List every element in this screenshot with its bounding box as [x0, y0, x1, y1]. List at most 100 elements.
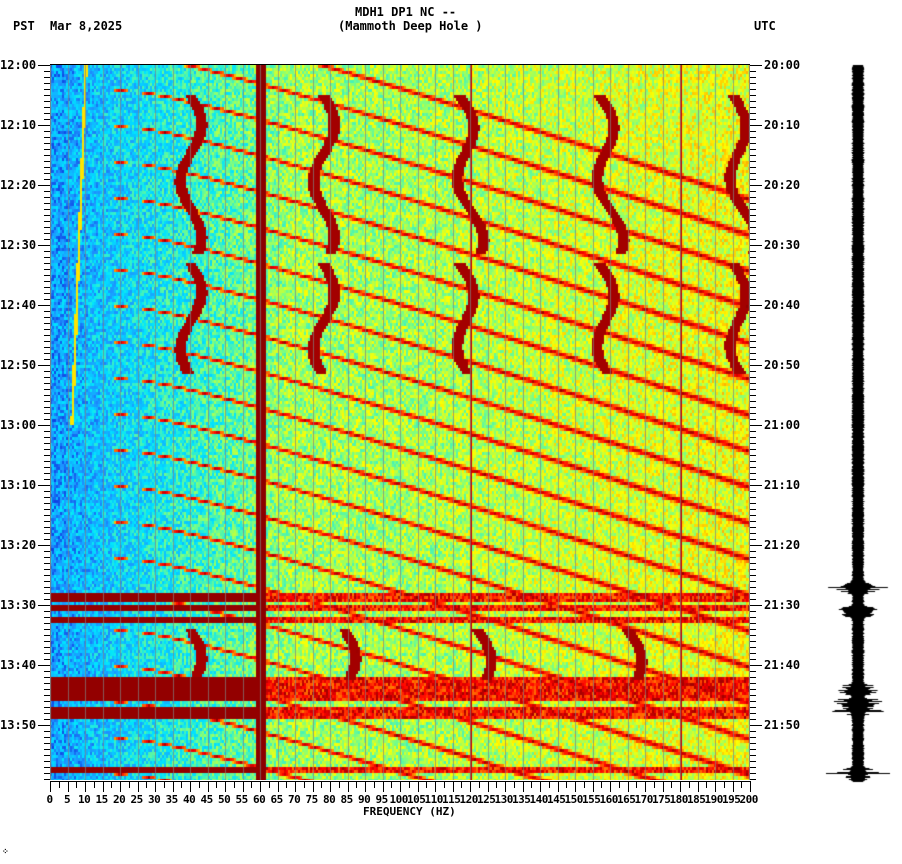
frequency-tick	[365, 781, 366, 792]
time-tick	[750, 131, 756, 132]
frequency-tick	[199, 781, 200, 788]
frequency-tick	[566, 781, 567, 788]
time-tick	[44, 317, 50, 318]
time-tick	[44, 653, 50, 654]
time-tick	[750, 713, 756, 714]
frequency-tick	[540, 781, 541, 792]
time-tick	[750, 497, 756, 498]
frequency-tick	[549, 781, 550, 788]
time-tick	[750, 533, 756, 534]
time-tick	[750, 305, 762, 306]
time-tick	[750, 437, 756, 438]
time-tick	[750, 173, 756, 174]
x-axis-label: FREQUENCY (HZ)	[363, 805, 456, 818]
time-tick	[38, 665, 50, 666]
time-tick	[44, 623, 50, 624]
frequency-label: 155	[582, 793, 601, 806]
time-tick	[44, 719, 50, 720]
frequency-label: 165	[617, 793, 636, 806]
frequency-tick	[426, 781, 427, 788]
frequency-tick	[488, 781, 489, 792]
time-tick	[750, 401, 756, 402]
time-tick	[44, 647, 50, 648]
time-tick	[750, 299, 756, 300]
time-tick	[750, 779, 756, 780]
time-tick	[44, 137, 50, 138]
frequency-tick	[435, 781, 436, 792]
frequency-tick	[671, 781, 672, 788]
time-tick	[750, 605, 762, 606]
time-tick	[750, 587, 756, 588]
time-tick	[750, 641, 756, 642]
time-tick	[750, 185, 762, 186]
time-tick	[44, 215, 50, 216]
time-tick	[750, 359, 756, 360]
time-tick	[750, 137, 756, 138]
frequency-tick	[636, 781, 637, 788]
time-tick	[750, 197, 756, 198]
frequency-tick	[68, 781, 69, 792]
frequency-tick	[645, 781, 646, 792]
frequency-label: 95	[375, 793, 389, 806]
time-tick	[44, 413, 50, 414]
time-tick	[38, 125, 50, 126]
frequency-tick	[698, 781, 699, 792]
time-tick	[44, 233, 50, 234]
time-tick	[750, 215, 756, 216]
frequency-tick	[523, 781, 524, 792]
time-tick	[750, 293, 756, 294]
frequency-tick	[715, 781, 716, 792]
time-tick	[750, 221, 756, 222]
time-tick	[750, 653, 756, 654]
time-tick	[750, 443, 756, 444]
time-label-utc: 20:10	[764, 118, 801, 132]
frequency-tick	[733, 781, 734, 792]
time-tick	[750, 551, 756, 552]
frequency-tick	[628, 781, 629, 792]
frequency-label: 145	[547, 793, 566, 806]
time-tick	[44, 107, 50, 108]
frequency-label: 20	[113, 793, 126, 806]
frequency-tick	[260, 781, 261, 792]
time-tick	[44, 701, 50, 702]
time-label-utc: 20:00	[764, 58, 801, 72]
frequency-tick	[59, 781, 60, 788]
time-tick	[750, 503, 756, 504]
frequency-label: 15	[95, 793, 109, 806]
time-tick	[44, 221, 50, 222]
time-tick	[38, 545, 50, 546]
frequency-tick	[575, 781, 576, 792]
time-tick	[750, 461, 756, 462]
time-tick	[44, 323, 50, 324]
frequency-label: 65	[270, 793, 284, 806]
time-tick	[750, 425, 762, 426]
time-tick	[44, 401, 50, 402]
time-tick	[750, 749, 756, 750]
time-tick	[750, 389, 756, 390]
time-tick	[38, 425, 50, 426]
frequency-tick	[243, 781, 244, 792]
frequency-tick	[269, 781, 270, 788]
time-tick	[750, 479, 756, 480]
frequency-tick	[610, 781, 611, 792]
frequency-label: 190	[704, 793, 724, 806]
time-tick	[44, 119, 50, 120]
time-tick	[750, 467, 756, 468]
time-tick	[750, 275, 756, 276]
time-label-pst: 12:30	[0, 238, 37, 252]
frequency-label: 90	[358, 793, 371, 806]
date-label: Mar 8,2025	[50, 19, 123, 33]
time-tick	[750, 395, 756, 396]
time-tick	[44, 575, 50, 576]
time-tick	[750, 557, 756, 558]
time-tick	[44, 359, 50, 360]
frequency-tick	[741, 781, 742, 788]
frequency-tick	[356, 781, 357, 788]
time-tick	[44, 269, 50, 270]
time-tick	[750, 509, 756, 510]
time-tick	[44, 389, 50, 390]
time-tick	[750, 683, 756, 684]
frequency-tick	[304, 781, 305, 788]
time-tick	[44, 257, 50, 258]
frequency-label: 200	[739, 793, 759, 806]
